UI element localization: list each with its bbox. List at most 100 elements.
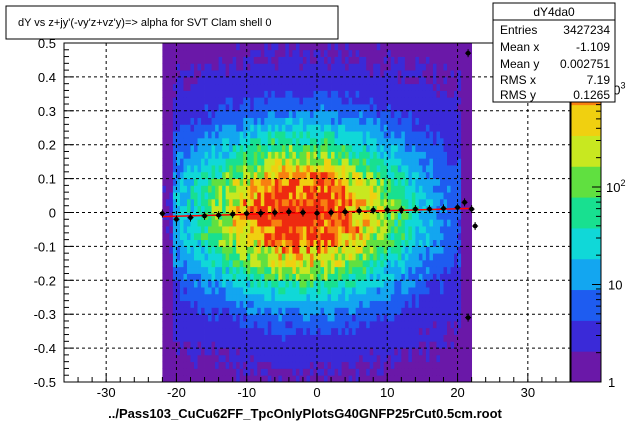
heatmap-cell <box>338 104 342 112</box>
heatmap-cell <box>352 334 357 342</box>
heatmap-cell <box>454 341 458 349</box>
heatmap-cell <box>229 259 234 268</box>
heatmap-cell <box>204 43 209 51</box>
heatmap-cell <box>253 151 258 159</box>
heatmap-cell <box>306 192 311 200</box>
heatmap-cell <box>383 334 388 342</box>
heatmap-cell <box>401 117 406 125</box>
heatmap-cell <box>246 341 251 349</box>
heatmap-cell <box>401 307 406 315</box>
heatmap-cell <box>299 70 304 78</box>
heatmap-cell <box>179 232 184 241</box>
heatmap-cell <box>404 131 409 139</box>
heatmap-cell <box>411 354 416 363</box>
heatmap-cell <box>211 165 216 173</box>
heatmap-cell <box>257 192 262 200</box>
heatmap-cell <box>302 348 307 356</box>
heatmap-cell <box>229 219 234 227</box>
heatmap-cell <box>345 300 350 308</box>
heatmap-cell <box>278 171 283 179</box>
heatmap-cell <box>450 124 455 132</box>
heatmap-cell <box>197 307 202 315</box>
heatmap-cell <box>218 348 223 356</box>
heatmap-cell <box>380 219 385 227</box>
heatmap-cell <box>179 144 184 152</box>
heatmap-cell <box>225 205 230 213</box>
heatmap-cell <box>260 266 265 274</box>
heatmap-cell <box>366 368 371 376</box>
heatmap-cell <box>338 110 342 118</box>
heatmap-cell <box>267 273 272 281</box>
heatmap-cell <box>186 320 191 329</box>
heatmap-cell <box>411 83 416 91</box>
heatmap-cell <box>376 239 381 247</box>
heatmap-cell <box>415 198 420 207</box>
heatmap-cell <box>232 104 237 112</box>
heatmap-cell <box>201 178 205 186</box>
heatmap-cell <box>401 327 406 335</box>
heatmap-cell <box>362 280 367 288</box>
heatmap-cell <box>404 137 409 146</box>
heatmap-cell <box>239 348 244 356</box>
heatmap-cell <box>461 110 465 118</box>
heatmap-cell <box>457 76 462 85</box>
heatmap-cell <box>271 334 276 342</box>
heatmap-cell <box>176 341 181 349</box>
heatmap-cell <box>457 280 462 288</box>
heatmap-cell <box>267 334 272 342</box>
heatmap-cell <box>204 144 209 152</box>
heatmap-cell <box>380 287 385 295</box>
heatmap-cell <box>394 97 399 105</box>
heatmap-cell <box>418 90 423 98</box>
heatmap-cell <box>432 368 437 376</box>
heatmap-cell <box>257 124 262 132</box>
heatmap-cell <box>461 348 465 356</box>
heatmap-cell <box>359 327 364 335</box>
heatmap-cell <box>447 158 451 166</box>
heatmap-cell <box>425 83 430 91</box>
heatmap-cell <box>313 137 318 146</box>
heatmap-cell <box>218 368 223 376</box>
heatmap-cell <box>387 226 392 234</box>
heatmap-cell <box>432 171 437 179</box>
heatmap-cell <box>450 43 455 51</box>
heatmap-cell <box>292 212 297 220</box>
heatmap-cell <box>439 56 444 64</box>
heatmap-cell <box>320 226 325 234</box>
heatmap-cell <box>208 165 212 173</box>
heatmap-cell <box>324 293 328 302</box>
heatmap-cell <box>355 49 360 57</box>
heatmap-cell <box>401 43 406 51</box>
heatmap-cell <box>369 70 374 78</box>
heatmap-cell <box>436 104 441 112</box>
heatmap-cell <box>267 63 272 71</box>
heatmap-cell <box>425 334 430 342</box>
heatmap-cell <box>327 151 332 159</box>
heatmap-cell <box>176 375 181 383</box>
heatmap-cell <box>222 151 227 159</box>
heatmap-cell <box>250 97 255 105</box>
heatmap-cell <box>355 232 360 241</box>
heatmap-cell <box>288 124 293 132</box>
heatmap-cell <box>317 192 321 200</box>
heatmap-cell <box>454 124 458 132</box>
heatmap-cell <box>215 97 220 105</box>
heatmap-cell <box>376 205 381 213</box>
heatmap-cell <box>359 266 364 274</box>
heatmap-cell <box>447 232 451 241</box>
heatmap-cell <box>383 165 388 173</box>
heatmap-cell <box>201 300 205 308</box>
heatmap-cell <box>165 165 170 173</box>
heatmap-cell <box>394 63 399 71</box>
heatmap-cell <box>359 205 364 213</box>
heatmap-cell <box>179 239 184 247</box>
heatmap-cell <box>404 354 409 363</box>
heatmap-cell <box>415 375 420 383</box>
heatmap-cell <box>401 212 406 220</box>
heatmap-cell <box>439 253 444 261</box>
heatmap-cell <box>457 178 462 186</box>
heatmap-cell <box>362 341 367 349</box>
heatmap-cell <box>464 341 469 349</box>
heatmap-cell <box>260 165 265 173</box>
heatmap-cell <box>204 151 209 159</box>
